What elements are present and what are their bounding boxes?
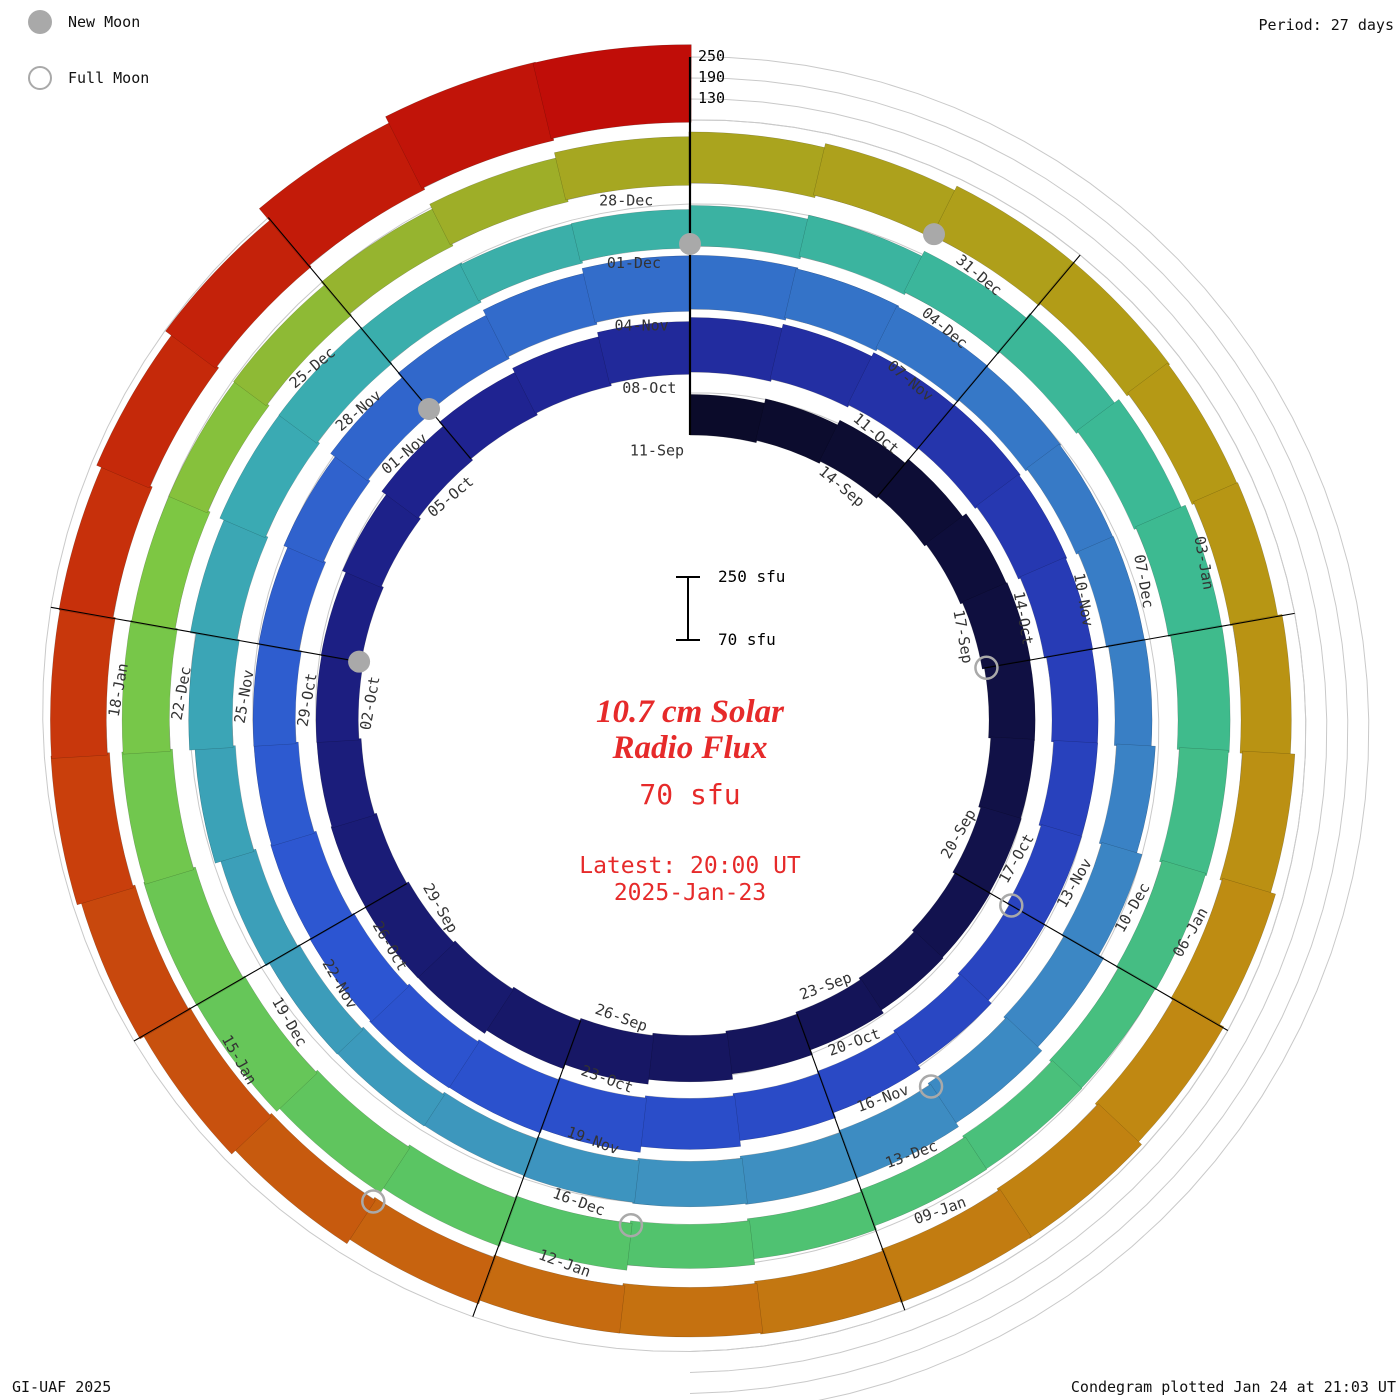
new-moon-marker	[679, 233, 701, 255]
flux-bar	[1038, 261, 1171, 397]
flux-bar	[917, 404, 1021, 509]
new-moon-label: New Moon	[68, 13, 141, 31]
period-label: Period: 27 days	[1258, 16, 1394, 34]
flux-bar	[385, 61, 555, 189]
chart-title-line1: 10.7 cm Solar	[596, 694, 784, 730]
new-moon-marker	[418, 397, 441, 420]
flux-bar	[360, 262, 482, 364]
flux-bar	[1170, 624, 1231, 753]
scale-min-label: 70 sfu	[718, 630, 776, 649]
full-moon-marker	[918, 1074, 944, 1099]
legend-full-moon: Full Moon	[28, 66, 149, 90]
date-label: 01-Dec	[607, 254, 661, 272]
flux-bar	[143, 866, 244, 1007]
new-moon-marker	[923, 223, 945, 246]
radial-axis-label-250: 250	[698, 47, 726, 65]
flux-bar	[725, 1013, 813, 1075]
flux-bar	[688, 131, 828, 199]
flux-bar	[278, 326, 393, 444]
flux-bar	[739, 1131, 859, 1205]
flux-bar	[688, 317, 784, 382]
full-moon-marker	[974, 655, 999, 680]
full-moon-label: Full Moon	[68, 69, 150, 87]
flux-bar	[1038, 740, 1099, 839]
flux-bar	[258, 545, 327, 653]
radial-axis-label-190: 190	[698, 68, 726, 86]
flux-bars	[50, 44, 1296, 1338]
flux-scale-glyph	[676, 576, 700, 641]
date-label: 28-Dec	[599, 191, 653, 209]
date-label: 11-Sep	[630, 442, 684, 460]
flux-bar	[121, 619, 178, 755]
credit-label: GI-UAF 2025	[12, 1378, 112, 1396]
flux-bar	[881, 1189, 1032, 1303]
flux-bar	[1098, 743, 1156, 855]
flux-bar	[1019, 556, 1094, 659]
latest-time-label: Latest: 20:00 UT	[579, 853, 801, 879]
full-moon-icon	[28, 66, 52, 90]
flux-bar	[188, 631, 240, 751]
latest-date-label: 2025-Jan-23	[613, 880, 767, 906]
flux-bar	[639, 1095, 741, 1150]
chart-center-text: 10.7 cm Solar Radio Flux 70 sfu Latest: …	[390, 694, 990, 907]
date-label: 08-Oct	[622, 379, 676, 397]
flux-bar	[309, 912, 409, 1023]
radial-axis-label-130: 130	[698, 89, 726, 107]
current-flux-value: 70 sfu	[639, 778, 741, 811]
flux-bar	[784, 268, 900, 352]
flux-bar	[252, 642, 302, 747]
flux-bar	[957, 365, 1062, 472]
flux-bar	[632, 1157, 748, 1208]
flux-bar	[1219, 750, 1296, 896]
flux-bar	[532, 44, 692, 140]
flux-bar	[369, 983, 480, 1089]
full-moon-marker	[999, 893, 1024, 918]
date-ticks	[50, 57, 1295, 1317]
flux-bar	[330, 812, 408, 909]
flux-bar	[364, 881, 455, 979]
flux-bar	[522, 1136, 640, 1203]
flux-bar	[1108, 638, 1153, 749]
flux-bar	[194, 745, 255, 864]
flux-bar	[1159, 747, 1229, 877]
chart-title-line2: Radio Flux	[612, 730, 768, 766]
flux-bar	[984, 659, 1036, 742]
flux-bar	[253, 741, 315, 847]
flux-bar	[689, 394, 767, 444]
flux-bar	[646, 1032, 734, 1083]
flux-bar	[189, 517, 269, 642]
flux-bar	[316, 738, 376, 829]
flux-bar	[270, 830, 353, 940]
new-moon-marker	[348, 650, 371, 673]
flux-bar	[616, 1283, 764, 1338]
flux-bar	[754, 1250, 903, 1335]
flux-bar	[1115, 860, 1207, 991]
flux-bar	[50, 607, 116, 759]
full-moon-marker	[618, 1212, 644, 1238]
flux-bar	[875, 305, 989, 403]
flux-bar	[121, 748, 195, 885]
moon-markers	[348, 223, 1024, 1238]
flux-bar	[1046, 648, 1099, 745]
scale-max-label: 250 sfu	[718, 567, 786, 586]
flux-bar	[996, 1103, 1143, 1239]
flux-bar	[688, 205, 810, 260]
flux-bar	[1232, 614, 1292, 757]
flux-bar	[688, 254, 799, 321]
flux-bar	[975, 474, 1068, 580]
flux-bar	[732, 1072, 837, 1142]
full-moon-marker	[361, 1189, 386, 1214]
plot-timestamp-label: Condegram plotted Jan 24 at 21:03 UT	[1070, 1378, 1396, 1396]
flux-bar	[961, 582, 1031, 670]
legend-new-moon: New Moon	[28, 10, 140, 34]
flux-bar	[624, 1220, 756, 1269]
flux-bar	[50, 752, 134, 906]
new-moon-icon	[28, 10, 52, 34]
date-label: 04-Nov	[615, 316, 669, 334]
